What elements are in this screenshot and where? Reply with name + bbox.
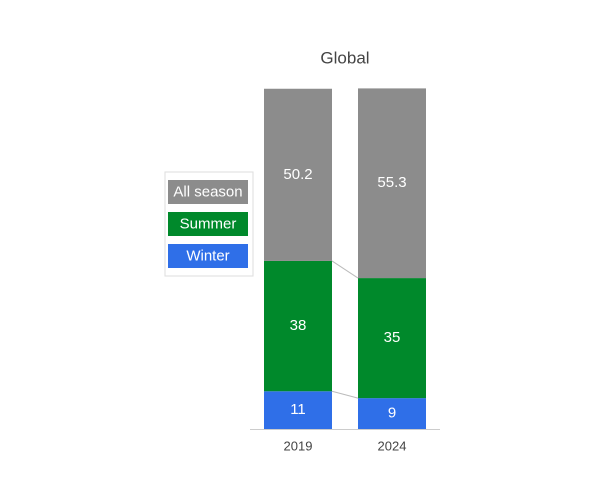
- legend-label: All season: [173, 183, 242, 200]
- data-label: 38: [290, 317, 307, 334]
- x-tick-label: 2019: [284, 438, 313, 453]
- legend-swatch: [168, 212, 248, 236]
- legend-label: Winter: [186, 247, 229, 264]
- connector: [331, 260, 359, 279]
- data-label: 9: [388, 405, 396, 422]
- data-label: 35: [384, 329, 401, 346]
- legend-label: Summer: [180, 215, 237, 232]
- bar-segment: [358, 278, 426, 399]
- bar-segment: [358, 398, 426, 429]
- x-tick-label: 2024: [378, 438, 407, 453]
- connector: [331, 390, 359, 399]
- legend-swatch: [168, 244, 248, 268]
- bar-segment: [358, 88, 426, 279]
- chart-title: Global: [320, 48, 369, 67]
- data-label: 50.2: [283, 166, 312, 183]
- data-label: 11: [290, 401, 306, 418]
- data-label: 55.3: [377, 174, 406, 191]
- bar-segment: [264, 88, 332, 261]
- legend-swatch: [168, 180, 248, 204]
- bar-segment: [264, 391, 332, 429]
- bar-segment: [264, 260, 332, 392]
